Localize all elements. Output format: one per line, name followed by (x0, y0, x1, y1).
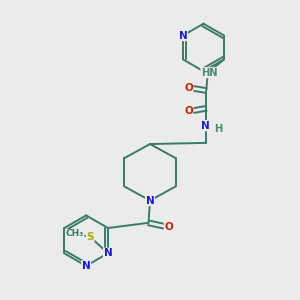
Text: N: N (103, 248, 112, 258)
Text: N: N (82, 261, 91, 271)
Text: N: N (201, 121, 210, 130)
Text: S: S (86, 232, 94, 242)
Text: H: H (214, 124, 222, 134)
Text: HN: HN (201, 68, 217, 78)
Text: CH₃: CH₃ (66, 230, 84, 238)
Text: O: O (184, 106, 193, 116)
Text: O: O (184, 82, 193, 93)
Text: O: O (164, 222, 173, 232)
Text: N: N (146, 196, 154, 206)
Text: N: N (178, 31, 187, 40)
